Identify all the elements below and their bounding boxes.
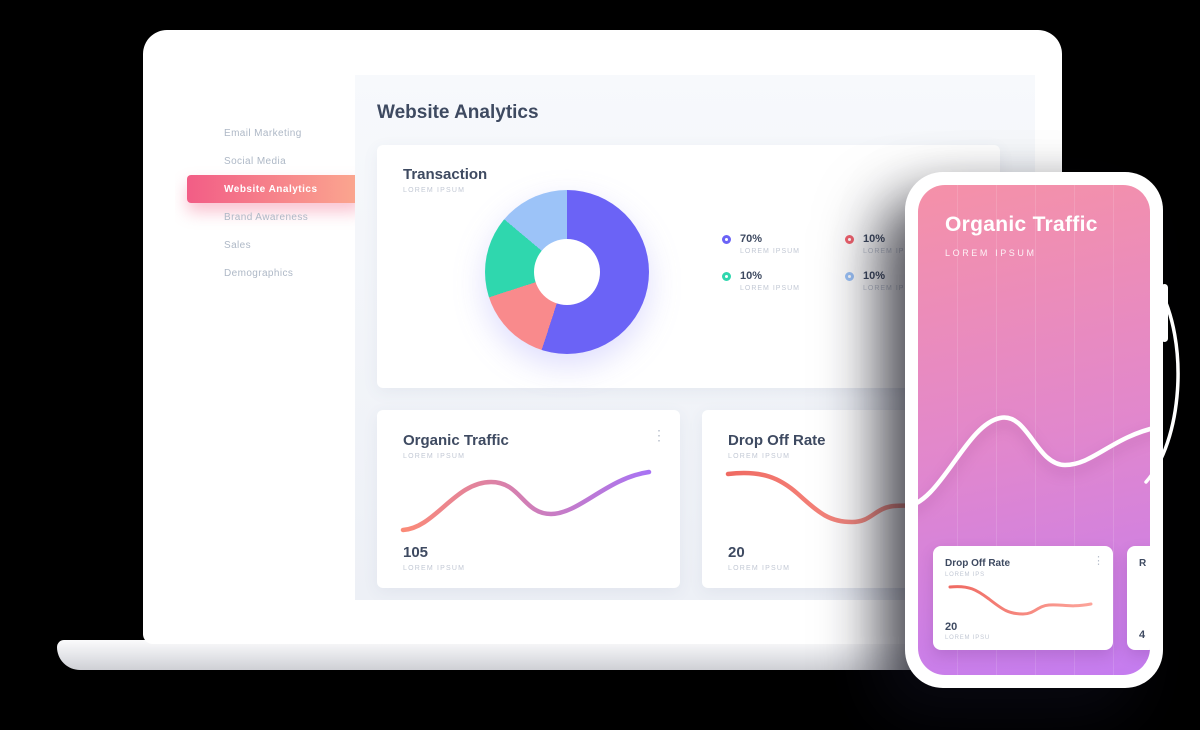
legend-value: 70% (740, 233, 763, 245)
transaction-subtitle: LOREM IPSUM (403, 187, 466, 194)
laptop-screen: Email Marketing Social Media Website Ana… (175, 75, 1035, 600)
legend-ring-blue-icon (845, 272, 854, 281)
gridline (996, 185, 997, 675)
legend-label: LOREM IPSUM (740, 248, 801, 255)
main-content: Website Analytics Transaction LOREM IPSU… (355, 75, 1035, 600)
gridline (1074, 185, 1075, 675)
organic-traffic-value-label: LOREM IPSUM (403, 565, 466, 572)
gridline (1035, 185, 1036, 675)
legend-item-1: 70% LOREM IPSUM (722, 233, 800, 255)
phone-card-truncated: R 4 (1127, 546, 1150, 650)
legend-label: LOREM IPSUM (740, 285, 801, 292)
legend-label: LOREM IPSUM (863, 248, 924, 255)
legend-ring-red-icon (845, 235, 854, 244)
legend-item-3: 10% LOREM IPSUM (722, 270, 800, 292)
transaction-card: Transaction LOREM IPSUM 70% LOREM IPSUM (377, 145, 1000, 388)
phone-subtitle: LOREM IPSUM (945, 248, 1037, 258)
phone-card-title: Drop Off Rate (945, 558, 1010, 569)
phone-card-value: 4 (1139, 629, 1146, 641)
phone-card-drop-off-rate: Drop Off Rate LOREM IPS ⋮ 20 LOREM IPSU (933, 546, 1113, 650)
organic-traffic-subtitle: LOREM IPSUM (403, 453, 466, 460)
phone-card-value-block: 4 (1139, 629, 1145, 641)
sidebar-item-social-media[interactable]: Social Media (224, 155, 287, 167)
legend-ring-teal-icon (722, 272, 731, 281)
phone-card-value-block: 20 LOREM IPSU (945, 621, 990, 641)
phone-header: Organic Traffic LOREM IPSUM (945, 213, 1098, 258)
kebab-menu-icon[interactable]: ⋮ (652, 427, 666, 443)
page-title: Website Analytics (377, 102, 539, 123)
phone-mini-line-chart (948, 585, 1093, 616)
phone-line-chart (918, 415, 1150, 505)
phone-side-button (1161, 284, 1168, 342)
legend-value: 10% (740, 270, 763, 282)
gridline (1113, 185, 1114, 675)
organic-traffic-value-block: 105 LOREM IPSUM (403, 544, 465, 572)
legend-item-2: 10% LOREM IPSUM (845, 233, 923, 255)
gridline (957, 185, 958, 675)
phone-card-value: 20 (945, 621, 958, 633)
legend-item-4: 10% LOREM IPSUM (845, 270, 923, 292)
sidebar-item-website-analytics[interactable]: Website Analytics (187, 175, 362, 203)
sidebar-item-demographics[interactable]: Demographics (224, 267, 294, 279)
phone-screen: Organic Traffic LOREM IPSUM Drop Off Rat… (918, 185, 1150, 675)
phone-card-title: R (1139, 558, 1147, 569)
drop-off-rate-title: Drop Off Rate (728, 432, 826, 449)
legend-label: LOREM IPSUM (863, 285, 924, 292)
phone-card-value-label: LOREM IPSU (945, 635, 991, 641)
organic-traffic-card: Organic Traffic LOREM IPSUM ⋮ 10 (377, 410, 680, 588)
legend-value: 10% (863, 270, 886, 282)
legend-value: 10% (863, 233, 886, 245)
drop-off-rate-subtitle: LOREM IPSUM (728, 453, 791, 460)
drop-off-rate-value-block: 20 LOREM IPSUM (728, 544, 790, 572)
donut-hole (534, 239, 600, 305)
transaction-title: Transaction (403, 166, 488, 183)
organic-traffic-title: Organic Traffic (403, 432, 509, 449)
sidebar-item-email-marketing[interactable]: Email Marketing (224, 127, 302, 139)
sidebar-item-sales[interactable]: Sales (224, 239, 252, 251)
sidebar-item-brand-awareness[interactable]: Brand Awareness (224, 211, 309, 223)
phone-mockup: Organic Traffic LOREM IPSUM Drop Off Rat… (905, 172, 1168, 688)
drop-off-rate-value: 20 (728, 544, 745, 561)
donut-chart (485, 190, 649, 354)
phone-title: Organic Traffic (945, 213, 1098, 236)
phone-card-subtitle: LOREM IPS (945, 572, 985, 578)
kebab-menu-icon[interactable]: ⋮ (1093, 555, 1104, 567)
organic-traffic-value: 105 (403, 544, 429, 561)
organic-traffic-line-chart (400, 469, 652, 533)
drop-off-rate-value-label: LOREM IPSUM (728, 565, 791, 572)
legend-ring-purple-icon (722, 235, 731, 244)
sidebar: Email Marketing Social Media Website Ana… (175, 75, 362, 600)
